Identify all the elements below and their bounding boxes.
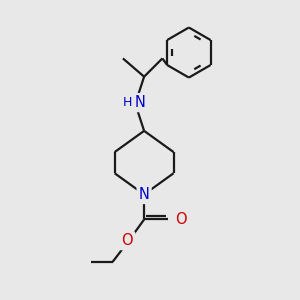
Text: N: N <box>135 95 146 110</box>
Text: N: N <box>139 187 149 202</box>
Text: O: O <box>175 212 186 227</box>
Text: O: O <box>122 233 133 248</box>
Text: H: H <box>122 96 132 109</box>
